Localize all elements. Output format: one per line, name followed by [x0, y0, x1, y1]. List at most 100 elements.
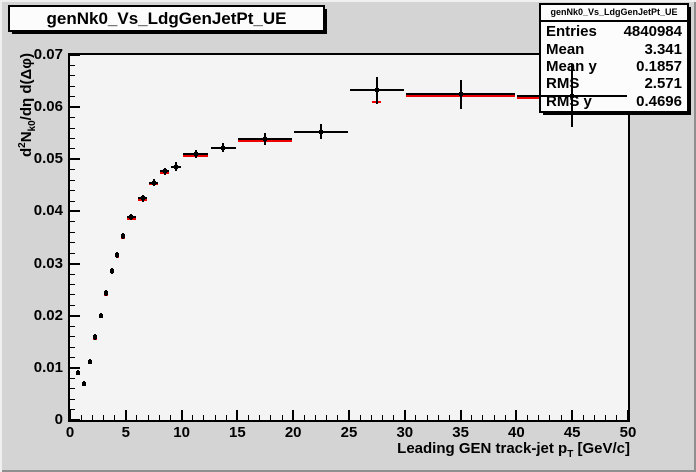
y-tick-label: 0.01 [33, 358, 63, 376]
y-axis-title: d2Nk0/dη d(Δφ) [17, 53, 38, 158]
x-minor-tick [594, 415, 596, 420]
x-minor-tick [426, 415, 428, 420]
stats-box-title: genNk0_Vs_LdgGenJetPt_UE [541, 5, 687, 22]
x-minor-tick [102, 415, 104, 420]
y-minor-tick [70, 231, 75, 233]
x-tick-label: 40 [508, 424, 525, 441]
x-minor-tick [359, 415, 361, 420]
x-minor-tick [270, 415, 272, 420]
x-minor-tick [114, 415, 116, 420]
y-tick-label: 0 [54, 411, 63, 428]
x-minor-tick [504, 415, 506, 420]
y-tick-label: 0.04 [33, 202, 63, 220]
x-minor-tick [448, 415, 450, 420]
x-tick-label: 50 [619, 424, 637, 441]
x-major-tick [515, 410, 518, 420]
y-minor-tick [70, 117, 75, 119]
plot-frame [68, 53, 630, 422]
y-minor-tick [70, 169, 75, 171]
x-minor-tick [91, 415, 93, 420]
y-minor-tick [70, 273, 75, 275]
profile-point-marker [263, 136, 268, 141]
plot-title: genNk0_Vs_LdgGenJetPt_UE [46, 8, 287, 28]
x-minor-tick [136, 415, 138, 420]
y-minor-tick [70, 190, 75, 192]
y-minor-tick [70, 179, 75, 181]
x-minor-tick [169, 415, 171, 420]
x-minor-tick [482, 415, 484, 420]
x-minor-tick [147, 415, 149, 420]
y-minor-tick [70, 356, 75, 358]
y-major-tick [70, 106, 80, 109]
y-minor-tick [70, 377, 75, 379]
y-minor-tick [70, 96, 75, 98]
y-major-tick [70, 366, 80, 369]
x-minor-tick [303, 415, 305, 420]
profile-point-marker [121, 233, 125, 238]
y-minor-tick [70, 336, 75, 338]
x-major-tick [348, 410, 350, 420]
x-major-tick [180, 410, 183, 420]
y-minor-tick [70, 85, 75, 87]
x-major-tick [627, 410, 628, 420]
x-tick-label: 35 [452, 424, 469, 441]
profile-point-marker [570, 93, 575, 98]
x-minor-tick [527, 415, 529, 420]
profile-point-marker [151, 180, 156, 185]
x-minor-tick [326, 415, 328, 420]
stats-row-mean: Mean 3.341 [546, 40, 682, 58]
x-minor-tick [248, 415, 250, 420]
y-minor-tick [70, 137, 75, 139]
profile-point-marker [140, 196, 145, 201]
x-minor-tick [616, 415, 618, 420]
x-major-tick [459, 410, 462, 420]
x-tick-label: 0 [65, 424, 75, 441]
y-major-tick [70, 419, 80, 420]
x-major-tick [70, 410, 71, 420]
y-minor-tick [70, 388, 75, 390]
y-minor-tick [70, 75, 75, 77]
stats-rows: Entries 4840984 Mean 3.341 Mean y 0.1857 RM… [541, 22, 687, 111]
x-minor-tick [415, 415, 417, 420]
stats-row-rms-y: RMS y 0.4696 [546, 92, 682, 110]
x-major-tick [124, 410, 127, 420]
y-minor-tick [70, 64, 75, 66]
y-minor-tick [70, 346, 75, 348]
y-tick-label: 0.07 [33, 46, 63, 63]
x-minor-tick [259, 415, 261, 420]
x-tick-label: 25 [340, 424, 358, 441]
x-minor-tick [471, 415, 473, 420]
profile-point-marker [104, 291, 109, 296]
profile-point-marker [115, 253, 120, 258]
y-minor-tick [70, 200, 75, 202]
y-minor-tick [70, 325, 75, 327]
x-minor-tick [393, 415, 395, 420]
y-major-tick [70, 158, 80, 161]
x-tick-label: 15 [229, 424, 246, 441]
x-minor-tick [225, 415, 227, 420]
profile-point-marker [374, 88, 379, 93]
stats-row-rms: RMS 2.571 [546, 75, 682, 93]
x-minor-tick [192, 415, 194, 420]
x-minor-tick [80, 415, 82, 420]
x-tick-label: 30 [396, 424, 414, 441]
profile-point-marker [129, 215, 134, 220]
y-major-tick [70, 55, 80, 56]
x-minor-tick [214, 415, 216, 420]
profile-point-marker [193, 152, 198, 157]
profile-point-marker [174, 164, 179, 169]
y-minor-tick [70, 242, 75, 244]
x-minor-tick [560, 415, 562, 420]
x-major-tick [236, 410, 239, 420]
profile-point-marker [93, 335, 98, 340]
y-minor-tick [70, 294, 75, 296]
x-major-tick [571, 410, 574, 420]
x-minor-tick [315, 415, 317, 420]
x-tick-label: 45 [563, 424, 581, 441]
x-minor-tick [281, 415, 283, 420]
y-tick-label: 0.06 [33, 98, 63, 116]
stats-row-entries: Entries 4840984 [546, 23, 682, 41]
x-tick-label: 10 [173, 424, 190, 441]
y-minor-tick [70, 409, 75, 411]
